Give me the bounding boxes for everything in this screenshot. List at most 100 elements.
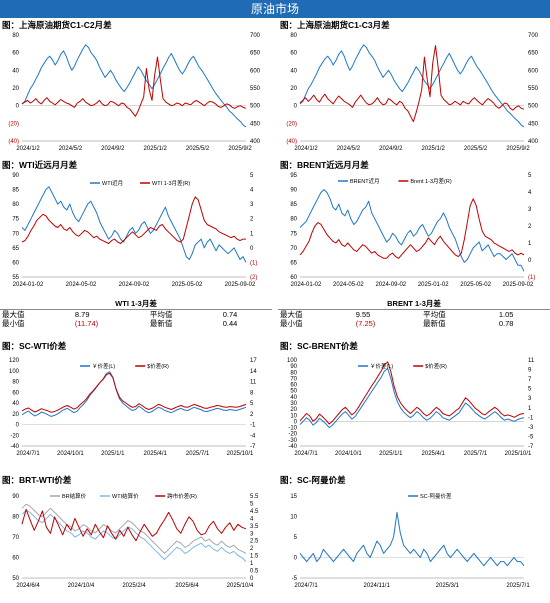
x-tick-label: 2025/9/2 xyxy=(228,146,252,152)
stat-value: (11.74) xyxy=(74,319,99,328)
x-tick-label: 2024/9/2 xyxy=(379,146,403,152)
y-left-tick-label: 20 xyxy=(290,407,297,413)
y-right-tick-label: 450 xyxy=(250,121,261,127)
y-right-tick-label: 4 xyxy=(528,190,532,196)
chart-title: 图：SC-BRENT价差 xyxy=(280,341,358,351)
y-left-tick-label: 20 xyxy=(12,412,19,418)
y-left-tick-label: 60 xyxy=(290,275,297,281)
y-left-tick-label: 65 xyxy=(290,260,297,266)
y-left-tick-label: 60 xyxy=(12,51,19,57)
y-right-tick-label: -3 xyxy=(528,425,534,431)
y-right-tick-label: 5 xyxy=(250,173,254,179)
stat-value: 0.44 xyxy=(222,319,238,328)
chart-sc-oman-spread: 图：SC-阿曼价差 -5 0 5 10 15 2024/7/1 2024/11/1 2025/… xyxy=(278,474,550,602)
y-right-tick-label: (1) xyxy=(528,275,535,281)
y-right-tick-label: 11 xyxy=(250,380,257,386)
y-left-tick-label: 70 xyxy=(290,246,297,252)
y-right-tick-label: 600 xyxy=(528,68,539,74)
series-line-sky xyxy=(21,509,247,562)
chart-svg: -40 -20 0 20 40 60 80 100 120 -7 -4 -1 2 5 8 11 14 17 2024… xyxy=(9,358,257,457)
x-tick-label: 2025/4/1 xyxy=(144,451,168,457)
y-right-tick-label: 3 xyxy=(528,207,532,213)
x-tick-label: 2025/7/1 xyxy=(186,451,210,457)
y-left-tick-label: 100 xyxy=(9,369,20,375)
y-right-tick-label: 550 xyxy=(250,86,261,92)
y-left-tick-label: 40 xyxy=(12,68,19,74)
chart-title: 图：BRENT近远月月差 xyxy=(280,160,369,170)
y-left-tick-label: 20 xyxy=(290,86,297,92)
stat-label: 最新值 xyxy=(423,319,446,328)
x-tick-label: 2024/7/1 xyxy=(294,583,318,589)
series-line-blue xyxy=(299,368,525,429)
y-left-tick-label: 60 xyxy=(12,556,19,562)
y-left-tick-label: 80 xyxy=(12,380,19,386)
stat-value: (7.25) xyxy=(355,319,376,328)
chart-svg: 50 60 70 80 90 00.5 11.5 22.5 33.5 44.5 55.5 2024/6… xyxy=(12,492,259,589)
series-line-blue xyxy=(21,44,247,128)
y-left-tick-label: 80 xyxy=(290,217,297,223)
x-tick-label: 2025-05-02 xyxy=(172,282,203,288)
stat-value: 1.05 xyxy=(498,310,514,319)
y-right-tick-label: 9 xyxy=(528,368,532,374)
x-tick-label: 2025/10/1 xyxy=(227,451,254,457)
series-line-blue xyxy=(299,511,525,567)
y-left-tick-label: 30 xyxy=(290,401,297,407)
x-tick-label: 2025/7/1 xyxy=(464,451,488,457)
series-line-gray xyxy=(21,503,247,554)
y-right-tick-label: 4 xyxy=(250,516,254,522)
chart-brt-wti-spread: 图：BRT-WTI价差 50 60 70 80 90 0 0.5 1 1.5 2 2.5 3 3.5 4 4… xyxy=(0,474,272,602)
y-right-tick-label: 400 xyxy=(250,139,261,145)
stat-value: 9.55 xyxy=(355,310,371,319)
y-right-tick-label: 650 xyxy=(528,51,539,57)
y-left-tick-label: (20) xyxy=(8,121,19,127)
series-line-blue xyxy=(21,371,247,417)
y-left-tick-label: 10 xyxy=(290,515,297,521)
x-tick-label: 2024/1/2 xyxy=(294,146,318,152)
x-tick-label: 2025/5/2 xyxy=(464,146,488,152)
y-right-tick-label: 0 xyxy=(250,246,254,252)
y-left-tick-label: (40) xyxy=(286,139,297,145)
y-left-tick-label: 40 xyxy=(290,68,297,74)
y-left-tick-label: 10 xyxy=(290,413,297,419)
x-tick-label: 2025-09-02 xyxy=(225,282,256,288)
chart-title: 图：上海原油期货C1-C3月差 xyxy=(280,20,390,30)
y-right-tick-label: 5 xyxy=(250,501,254,507)
series-line-red xyxy=(299,361,525,425)
y-left-tick-label: 65 xyxy=(12,246,19,252)
legend-label: ￥价差(L) xyxy=(370,362,393,370)
chart-sc-wti-spread: 图：SC-WTI价差 -40 -20 0 20 40 60 80 100 120 -7 -4 -1 2 5… xyxy=(0,340,272,470)
y-right-tick-label: 2 xyxy=(250,546,254,552)
legend-label: ￥价差(L) xyxy=(92,362,115,370)
x-tick-label: 2025/3/1 xyxy=(436,583,460,589)
stats-title: WTI 1-3月差 xyxy=(115,299,157,308)
brent-stats-table: BRENT 1-3月差 最大值 9.55 平均值 1.05 最小值 (7.25)… xyxy=(278,299,550,328)
x-tick-label: 2024/7/1 xyxy=(294,451,318,457)
y-left-tick-label: 80 xyxy=(290,33,297,39)
y-left-tick-label: 0 xyxy=(294,104,298,110)
y-right-tick-label: 2.5 xyxy=(250,539,259,545)
chart-svg: (40) (20) 0 20 40 60 80 400 450 500 550 600 650 700 20… xyxy=(286,33,539,152)
y-right-tick-label: 11 xyxy=(528,358,535,364)
y-right-tick-label: 700 xyxy=(528,33,539,39)
x-tick-label: 2024/6/4 xyxy=(16,583,40,589)
series-line-red xyxy=(21,372,247,413)
y-right-tick-label: 5 xyxy=(528,173,532,179)
y-right-tick-label: 500 xyxy=(528,104,539,110)
x-tick-label: 2025/1/2 xyxy=(144,146,168,152)
chart-title: 图：SC-阿曼价差 xyxy=(280,475,346,485)
chart-svg: 60 65 70 75 80 85 90 95 (1) 0 1 2 3 4 5 2024-01-02 2024-… xyxy=(290,173,535,288)
legend-label: SC-阿曼价差 xyxy=(420,492,452,500)
stat-label: 最大值 xyxy=(2,310,25,319)
y-left-tick-label: 90 xyxy=(290,364,297,370)
y-left-tick-label: 60 xyxy=(290,383,297,389)
y-left-tick-label: 0 xyxy=(16,104,20,110)
y-right-tick-label: -5 xyxy=(528,434,534,440)
series-line-blue xyxy=(299,44,525,128)
y-left-tick-label: -40 xyxy=(288,444,297,450)
y-right-tick-label: 450 xyxy=(528,121,539,127)
y-left-tick-label: 85 xyxy=(290,202,297,208)
legend-label: WTI 1-3月差(R) xyxy=(152,179,190,187)
y-left-tick-label: 75 xyxy=(290,231,297,237)
y-right-tick-label: (1) xyxy=(250,260,257,266)
chart-sc-c1-c3-spread: 图：上海原油期货C1-C3月差 (40) (20) 0 20 40 60 80 400 450 5… xyxy=(278,19,550,159)
